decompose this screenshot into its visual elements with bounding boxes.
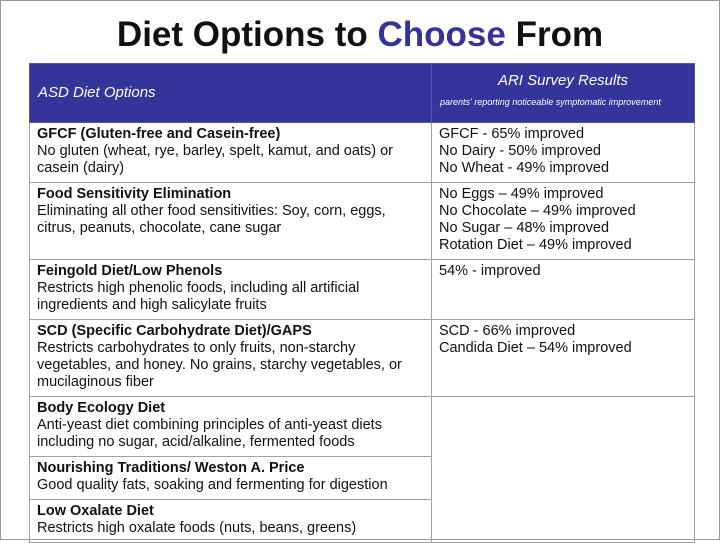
result-line: No Dairy - 50% improved [439,143,601,159]
diet-description: Restricts carbohydrates to only fruits, … [37,340,402,390]
header-cell: ARI Survey Results parents' reporting not… [431,63,695,123]
diet-cell: GFCF (Gluten-free and Casein-free) No glu… [29,122,432,183]
table-row: Body Ecology Diet Anti-yeast diet combini… [29,396,695,543]
diet-table: ASD Diet Options ARI Survey Results paren… [29,63,695,543]
header-cell: ASD Diet Options [29,63,432,123]
diet-name: GFCF (Gluten-free and Casein-free) [37,126,281,142]
table-row: Feingold Diet/Low Phenols Restricts high … [29,259,695,320]
table-row: GFCF (Gluten-free and Casein-free) No glu… [29,122,695,183]
result-line: Rotation Diet – 49% improved [439,237,632,253]
result-line: 54% - improved [439,263,541,279]
result-cell: No Eggs – 49% improved No Chocolate – 49%… [431,182,695,260]
result-line: Candida Diet – 54% improved [439,340,632,356]
diet-cell: Food Sensitivity Elimination Eliminating … [29,182,432,260]
table-row: SCD (Specific Carbohydrate Diet)/GAPS Res… [29,319,695,397]
diet-description: Anti-yeast diet combining principles of … [37,417,382,450]
diet-description: Restricts high phenolic foods, including… [37,280,360,313]
diet-cell: Low Oxalate Diet Restricts high oxalate f… [29,499,432,543]
result-cell: GFCF - 65% improved No Dairy - 50% improv… [431,122,695,183]
result-line: SCD - 66% improved [439,323,576,339]
header-row: ASD Diet Options ARI Survey Results paren… [29,63,695,123]
diet-name: Nourishing Traditions/ Weston A. Price [37,460,305,476]
result-cell [431,396,695,543]
diet-cell: Nourishing Traditions/ Weston A. Price Go… [29,456,432,500]
diet-cell: Body Ecology Diet Anti-yeast diet combini… [29,396,432,457]
table-row: Low Oxalate Diet Restricts high oxalate f… [29,499,695,543]
title-text: Diet Options to [116,15,368,54]
diet-description: Eliminating all other food sensitivities… [37,203,386,236]
slide-title: Diet Options to Choose From [1,15,719,55]
table-row: Food Sensitivity Elimination Eliminating … [29,182,695,260]
diet-description: Good quality fats, soaking and fermentin… [37,477,388,493]
table-row: Nourishing Traditions/ Weston A. Price Go… [29,456,695,500]
diet-name: SCD (Specific Carbohydrate Diet)/GAPS [37,323,312,339]
result-line: GFCF - 65% improved [439,126,585,142]
diet-name: Food Sensitivity Elimination [37,186,232,202]
diet-name: Feingold Diet/Low Phenols [37,263,223,279]
result-cell: SCD - 66% improved Candida Diet – 54% imp… [431,319,695,397]
result-line: No Eggs – 49% improved [439,186,604,202]
result-line: No Sugar – 48% improved [439,220,610,236]
title-accent: Choose [377,15,506,54]
title-text: From [515,15,604,54]
result-line: No Wheat - 49% improved [439,160,610,176]
diet-cell: SCD (Specific Carbohydrate Diet)/GAPS Res… [29,319,432,397]
diet-description: Restricts high oxalate foods (nuts, bean… [37,520,357,536]
result-cell: 54% - improved [431,259,695,320]
diet-description: No gluten (wheat, rye, barley, spelt, ka… [37,143,393,176]
diet-name: Body Ecology Diet [37,400,166,416]
diet-cell: Feingold Diet/Low Phenols Restricts high … [29,259,432,320]
table-body: GFCF (Gluten-free and Casein-free) No glu… [29,122,695,543]
header-note: parents' reporting noticeable symptomati… [440,97,661,107]
result-line: No Chocolate – 49% improved [439,203,636,219]
header-label: ASD Diet Options [38,84,156,101]
diet-name: Low Oxalate Diet [37,503,154,519]
header-label: ARI Survey Results [497,72,629,89]
